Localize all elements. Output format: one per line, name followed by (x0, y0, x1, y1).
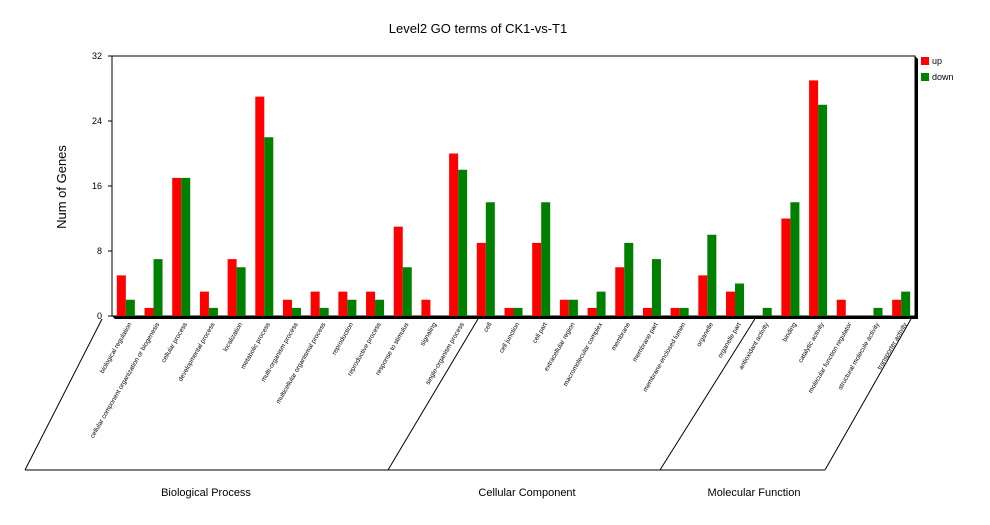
bar-down (208, 307, 218, 316)
bar-down (735, 283, 745, 316)
legend-label-down: down (932, 72, 954, 82)
bar-up (642, 307, 652, 316)
bar-up (255, 96, 265, 316)
bars (116, 80, 911, 316)
bar-up (282, 299, 292, 316)
bar-down (596, 291, 606, 316)
plot-area (111, 55, 916, 317)
bar-down (541, 202, 551, 316)
category-label: antioxidant activity (738, 321, 771, 371)
bar-down (568, 299, 578, 316)
bar-down (375, 299, 385, 316)
bar-down (264, 137, 274, 316)
y-tick-label: 32 (92, 51, 102, 61)
bar-down (513, 307, 523, 316)
bar-up (366, 291, 376, 316)
bar-down (125, 299, 135, 316)
group-divider (387, 318, 479, 471)
y-tick-label: 24 (92, 116, 102, 126)
category-label: cell (483, 321, 494, 333)
category-label: membrane part (632, 321, 660, 363)
category-label: signaling (419, 321, 438, 347)
bar-up (781, 218, 791, 316)
group-left-edge (24, 318, 103, 471)
bar-down (181, 177, 191, 316)
bar-up (559, 299, 569, 316)
bar-up (199, 291, 209, 316)
bar-up (698, 275, 708, 316)
group-label: Cellular Component (478, 487, 575, 499)
bar-up (310, 291, 320, 316)
category-label: cell junction (498, 321, 521, 354)
category-label: membrane (610, 321, 632, 352)
chart-title: Level2 GO terms of CK1-vs-T1 (389, 21, 567, 36)
bar-up (726, 291, 736, 316)
category-label: localization (222, 321, 244, 353)
y-axis-label: Num of Genes (54, 145, 69, 229)
bar-up (615, 267, 625, 316)
bar-down (319, 307, 329, 316)
bar-up (116, 275, 126, 316)
category-label: catalytic activity (797, 321, 826, 364)
plot-frame (111, 55, 918, 319)
bar-up (532, 242, 542, 316)
bar-up (338, 291, 348, 316)
bar-down (402, 267, 412, 316)
category-label: organelle (696, 321, 716, 348)
category-label: extracellular region (543, 321, 577, 372)
bar-up (892, 299, 902, 316)
category-label: reproduction (331, 321, 355, 356)
bar-up (421, 299, 431, 316)
group-label: Molecular Function (708, 487, 801, 499)
category-label: organelle part (717, 321, 743, 359)
bar-down (236, 267, 246, 316)
group-label: Biological Process (161, 487, 251, 499)
bar-down (291, 307, 301, 316)
bar-up (144, 307, 154, 316)
bar-up (172, 177, 182, 316)
bar-down (485, 202, 495, 316)
bar-down (153, 259, 163, 316)
bar-up (809, 80, 819, 316)
bar-up (476, 242, 486, 316)
bar-up (670, 307, 680, 316)
legend: up down (921, 56, 954, 82)
bar-down (347, 299, 357, 316)
bar-down (707, 234, 717, 316)
bar-down (624, 242, 634, 316)
category-label: cellular process (160, 321, 189, 364)
bar-up (587, 307, 597, 316)
bar-down (458, 169, 468, 316)
y-tick-label: 0 (97, 311, 102, 321)
bar-down (790, 202, 800, 316)
bar-up (504, 307, 514, 316)
bar-up (449, 153, 459, 316)
category-label: cell part (531, 321, 549, 344)
y-tick-label: 16 (92, 181, 102, 191)
bar-down (651, 259, 661, 316)
y-tick-label: 8 (97, 246, 102, 256)
bar-up (227, 259, 237, 316)
bar-down (679, 307, 689, 316)
category-label: transporter activity (876, 321, 909, 371)
category-label: binding (782, 321, 799, 343)
bar-up (836, 299, 846, 316)
y-axis-ticks: 0 8 16 24 32 (92, 51, 112, 321)
bar-down (818, 104, 828, 316)
bar-up (393, 226, 403, 316)
bar-down (901, 291, 911, 316)
category-label: multicellular organismal process (275, 321, 328, 405)
group-right-edge (824, 318, 912, 471)
group-brackets: Biological Process Cellular Component Mole… (24, 318, 912, 499)
group-divider (659, 318, 756, 471)
category-label: metabolic process (240, 321, 273, 371)
bar-down (873, 307, 883, 316)
legend-swatch-down (921, 73, 929, 81)
bar-down (762, 307, 772, 316)
legend-swatch-up (921, 57, 929, 65)
legend-label-up: up (932, 56, 942, 66)
